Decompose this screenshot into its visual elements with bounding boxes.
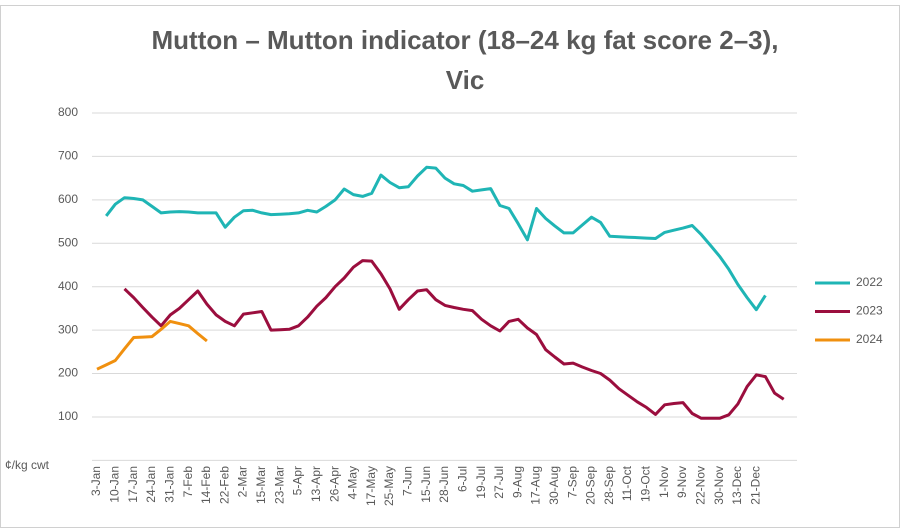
- x-tick-label: 31-Jan: [162, 466, 176, 503]
- y-axis-label: ¢/kg cwt: [5, 458, 50, 472]
- series-line: [105, 165, 767, 312]
- x-tick-label: 17-May: [364, 466, 378, 506]
- y-tick-label: 700: [58, 149, 78, 163]
- x-tick-label: 7-Feb: [181, 466, 195, 498]
- x-tick-label: 25-May: [382, 466, 396, 506]
- x-tick-label: 26-Apr: [327, 466, 341, 502]
- legend-label: 2022: [856, 275, 883, 289]
- x-tick-label: 3-Jan: [89, 466, 103, 496]
- x-tick-label: 28-Jun: [437, 466, 451, 503]
- x-tick-label: 17-Aug: [529, 466, 543, 505]
- x-tick-label: 13-Apr: [309, 466, 323, 502]
- x-tick-label: 1-Nov: [657, 466, 671, 498]
- x-tick-label: 13-Dec: [730, 466, 744, 505]
- x-tick-label: 15-Mar: [254, 466, 268, 504]
- x-tick-label: 7-Jun: [401, 466, 415, 496]
- x-tick-label: 17-Jan: [126, 466, 140, 503]
- x-tick-label: 30-Nov: [712, 466, 726, 505]
- chart-title-line2: Vic: [446, 65, 485, 95]
- legend-label: 2023: [856, 304, 883, 318]
- x-tick-label: 9-Aug: [510, 466, 524, 498]
- x-tick-label: 15-Jun: [419, 466, 433, 503]
- y-tick-label: 100: [58, 409, 78, 423]
- x-tick-label: 27-Jul: [492, 466, 506, 499]
- x-tick-label: 28-Sep: [602, 466, 616, 505]
- x-tick-label: 22-Nov: [693, 466, 707, 505]
- series-line: [123, 259, 785, 420]
- x-tick-label: 21-Dec: [748, 466, 762, 505]
- x-tick-label: 20-Sep: [584, 466, 598, 505]
- legend-label: 2024: [856, 332, 883, 346]
- series-line: [96, 319, 208, 371]
- y-tick-label: 400: [58, 279, 78, 293]
- x-tick-label: 19-Jul: [474, 466, 488, 499]
- x-tick-label: 6-Jul: [455, 466, 469, 492]
- x-tick-label: 19-Oct: [639, 465, 653, 502]
- x-tick-label: 22-Feb: [217, 466, 231, 504]
- x-tick-label: 5-Apr: [291, 466, 305, 495]
- x-tick-label: 14-Feb: [199, 466, 213, 504]
- y-tick-label: 500: [58, 235, 78, 249]
- x-tick-label: 7-Sep: [565, 466, 579, 498]
- x-tick-label: 23-Mar: [272, 466, 286, 504]
- x-tick-label: 4-May: [346, 466, 360, 499]
- chart-title-line1: Mutton – Mutton indicator (18–24 kg fat …: [152, 25, 779, 55]
- x-tick-label: 24-Jan: [144, 466, 158, 503]
- x-tick-label: 9-Nov: [675, 466, 689, 498]
- x-tick-label: 10-Jan: [108, 466, 122, 503]
- y-tick-label: 800: [58, 105, 78, 119]
- x-tick-label: 30-Aug: [547, 466, 561, 505]
- x-tick-label: 11-Oct: [620, 465, 634, 501]
- y-tick-label: 200: [58, 366, 78, 380]
- x-tick-label: 2-Mar: [236, 466, 250, 497]
- y-tick-label: 600: [58, 192, 78, 206]
- y-tick-label: 300: [58, 322, 78, 336]
